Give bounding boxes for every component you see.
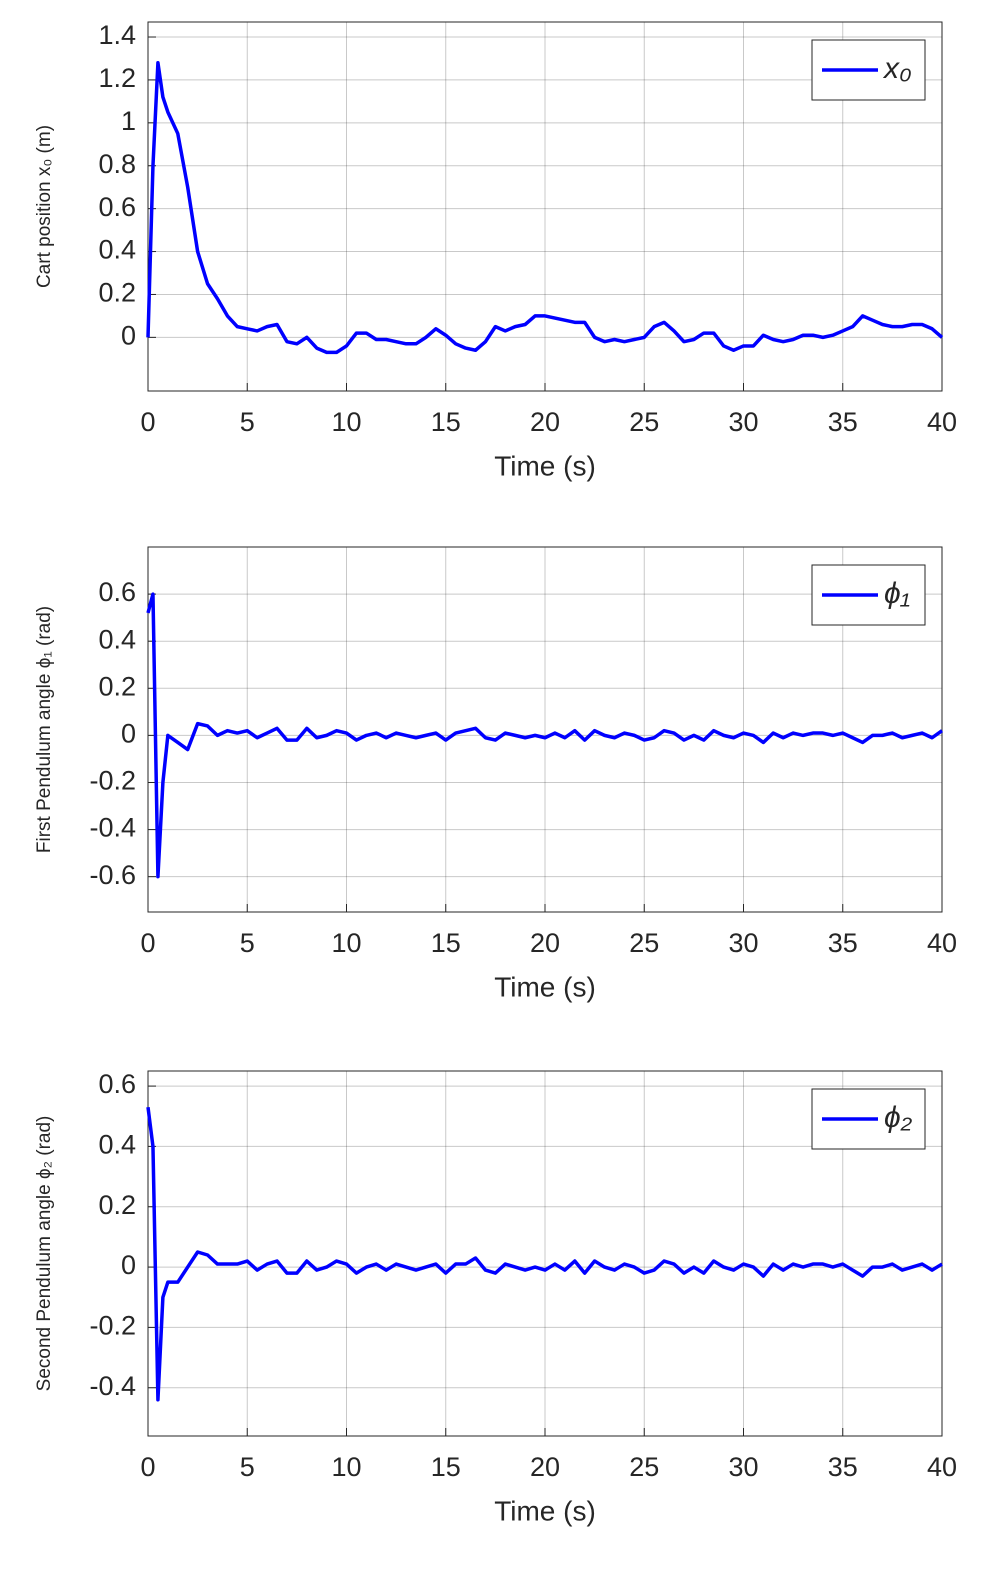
legend-label: ϕ₁ bbox=[884, 577, 910, 610]
x-tick-label: 0 bbox=[140, 928, 155, 958]
x-tick-label: 20 bbox=[530, 407, 560, 437]
x-tick-label: 40 bbox=[927, 407, 957, 437]
y-tick-label: 0.6 bbox=[98, 1069, 136, 1099]
x-tick-label: 30 bbox=[728, 928, 758, 958]
x-tick-label: 5 bbox=[240, 928, 255, 958]
x-axis-label: Time (s) bbox=[494, 1495, 596, 1526]
y-tick-label: -0.2 bbox=[89, 766, 136, 796]
x-axis-label: Time (s) bbox=[494, 971, 596, 1002]
x-axis-label: Time (s) bbox=[494, 450, 596, 481]
y-tick-label: 0.2 bbox=[98, 1190, 136, 1220]
y-axis-label: Cart position x₀ (m) bbox=[34, 125, 55, 288]
legend-label: ϕ₂ bbox=[884, 1101, 913, 1134]
x-tick-label: 35 bbox=[828, 928, 858, 958]
y-tick-label: 0.6 bbox=[98, 192, 136, 222]
y-tick-label: 0 bbox=[121, 719, 136, 749]
axes-box bbox=[147, 546, 943, 913]
x-tick-label: 15 bbox=[431, 407, 461, 437]
y-tick-label: -0.4 bbox=[89, 813, 136, 843]
x-tick-label: 25 bbox=[629, 928, 659, 958]
y-tick-label: 0.4 bbox=[98, 624, 136, 654]
line bbox=[146, 1106, 943, 1402]
x-tick-label: 20 bbox=[530, 1452, 560, 1482]
x-tick-label: 35 bbox=[828, 1452, 858, 1482]
line bbox=[146, 592, 944, 879]
axes-box bbox=[147, 1070, 943, 1437]
x-tick-label: 10 bbox=[331, 1452, 361, 1482]
x-tick-label: 35 bbox=[828, 407, 858, 437]
y-tick-label: 0.8 bbox=[98, 149, 136, 179]
plot-area bbox=[148, 547, 942, 912]
y-tick-label: 0 bbox=[121, 1250, 136, 1280]
x-tick-label: 40 bbox=[927, 1452, 957, 1482]
y-tick-label: 1.2 bbox=[98, 63, 136, 93]
y-tick-label: -0.4 bbox=[89, 1371, 136, 1401]
y-tick-label: 0.2 bbox=[98, 671, 136, 701]
x-tick-label: 5 bbox=[240, 407, 255, 437]
x-tick-label: 20 bbox=[530, 928, 560, 958]
x-tick-label: 30 bbox=[728, 1452, 758, 1482]
y-tick-label: -0.2 bbox=[89, 1311, 136, 1341]
y-tick-label: 1.4 bbox=[98, 20, 136, 50]
x-tick-label: 25 bbox=[629, 407, 659, 437]
y-tick-label: 0 bbox=[121, 320, 136, 350]
y-tick-label: 0.6 bbox=[98, 577, 136, 607]
x-tick-label: 15 bbox=[431, 1452, 461, 1482]
legend-label: x₀ bbox=[882, 52, 912, 85]
x-tick-label: 10 bbox=[331, 928, 361, 958]
y-tick-label: 0.4 bbox=[98, 1130, 136, 1160]
plot-area bbox=[148, 1071, 942, 1436]
x-tick-label: 15 bbox=[431, 928, 461, 958]
x-tick-label: 10 bbox=[331, 407, 361, 437]
y-tick-label: 0.2 bbox=[98, 278, 136, 308]
y-axis-label: Second Pendulum angle ϕ₂ (rad) bbox=[34, 1116, 55, 1392]
axes-box bbox=[147, 21, 943, 392]
y-axis-label: First Pendulum angle ϕ₁ (rad) bbox=[34, 606, 55, 853]
x-tick-label: 5 bbox=[240, 1452, 255, 1482]
y-tick-label: -0.6 bbox=[89, 860, 136, 890]
x-tick-label: 40 bbox=[927, 928, 957, 958]
x-tick-label: 25 bbox=[629, 1452, 659, 1482]
line bbox=[146, 61, 944, 355]
x-tick-label: 0 bbox=[140, 1452, 155, 1482]
x-tick-label: 30 bbox=[728, 407, 758, 437]
y-tick-label: 0.4 bbox=[98, 235, 136, 265]
x-tick-label: 0 bbox=[140, 407, 155, 437]
y-tick-label: 1 bbox=[121, 106, 136, 136]
